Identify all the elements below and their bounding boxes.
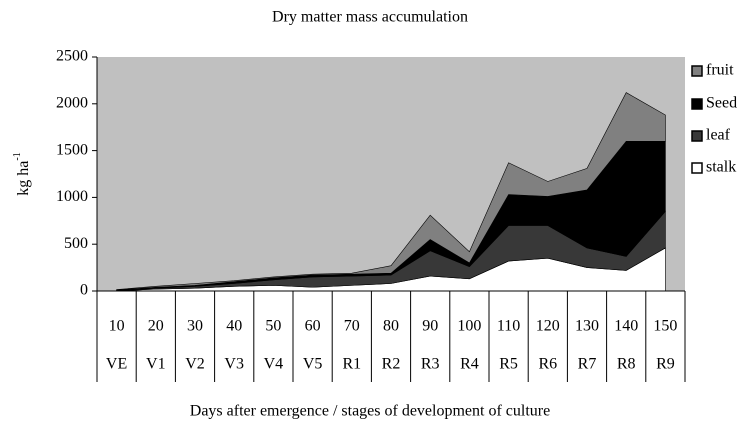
y-axis-label-text: kg ha-1 <box>12 152 31 195</box>
y-tick-label: 0 <box>80 282 88 299</box>
x-tick-label: 70 <box>344 318 360 335</box>
x-tick-label: 150 <box>653 318 677 335</box>
legend-label: stalk <box>706 159 736 176</box>
y-label-sup: -1 <box>12 152 23 160</box>
y-tick-label: 1500 <box>56 141 88 158</box>
x-tick-label: 120 <box>536 318 560 335</box>
stage-label: R2 <box>382 356 401 373</box>
stage-label: R8 <box>617 356 636 373</box>
x-tick-label: 110 <box>497 318 520 335</box>
stage-label: R9 <box>656 356 675 373</box>
legend-label: leaf <box>706 127 731 144</box>
stage-label: R7 <box>578 356 597 373</box>
x-tick-label: 90 <box>422 318 438 335</box>
stage-label: V2 <box>185 356 205 373</box>
x-tick-label: 40 <box>226 318 242 335</box>
legend-swatch <box>691 162 703 174</box>
area <box>116 92 666 291</box>
y-tick-label: 1000 <box>56 188 88 205</box>
stage-label: R1 <box>342 356 361 373</box>
stage-label: V4 <box>264 356 284 373</box>
legend-label: fruit <box>706 62 734 79</box>
x-tick-label: 100 <box>457 318 481 335</box>
y-axis-label: kg ha-1 <box>12 152 31 195</box>
stage-label: R5 <box>499 356 518 373</box>
x-tick-label: 80 <box>383 318 399 335</box>
stage-label: R3 <box>421 356 440 373</box>
x-tick-label: 30 <box>187 318 203 335</box>
stage-label: VE <box>106 356 127 373</box>
y-label-main: kg ha <box>15 161 32 196</box>
y-tick-label: 500 <box>64 235 88 252</box>
stage-label: R6 <box>538 356 557 373</box>
stage-label: R4 <box>460 356 479 373</box>
stage-label: V3 <box>224 356 244 373</box>
chart-title: Dry matter mass accumulation <box>272 9 468 26</box>
x-tick-label: 20 <box>148 318 164 335</box>
x-tick-label: 60 <box>305 318 321 335</box>
stage-label: V5 <box>303 356 323 373</box>
x-tick-label: 130 <box>575 318 599 335</box>
stage-label: V1 <box>146 356 166 373</box>
y-tick-label: 2500 <box>56 48 88 65</box>
x-axis-label: Days after emergence / stages of develop… <box>190 403 550 420</box>
legend-swatch <box>691 65 703 77</box>
x-tick-label: 140 <box>614 318 638 335</box>
x-tick-label: 10 <box>109 318 125 335</box>
x-tick-label: 50 <box>265 318 281 335</box>
legend-swatch <box>691 130 703 142</box>
legend-label: Seed <box>706 95 737 112</box>
legend-swatch <box>691 98 703 110</box>
y-tick-label: 2000 <box>56 94 88 111</box>
